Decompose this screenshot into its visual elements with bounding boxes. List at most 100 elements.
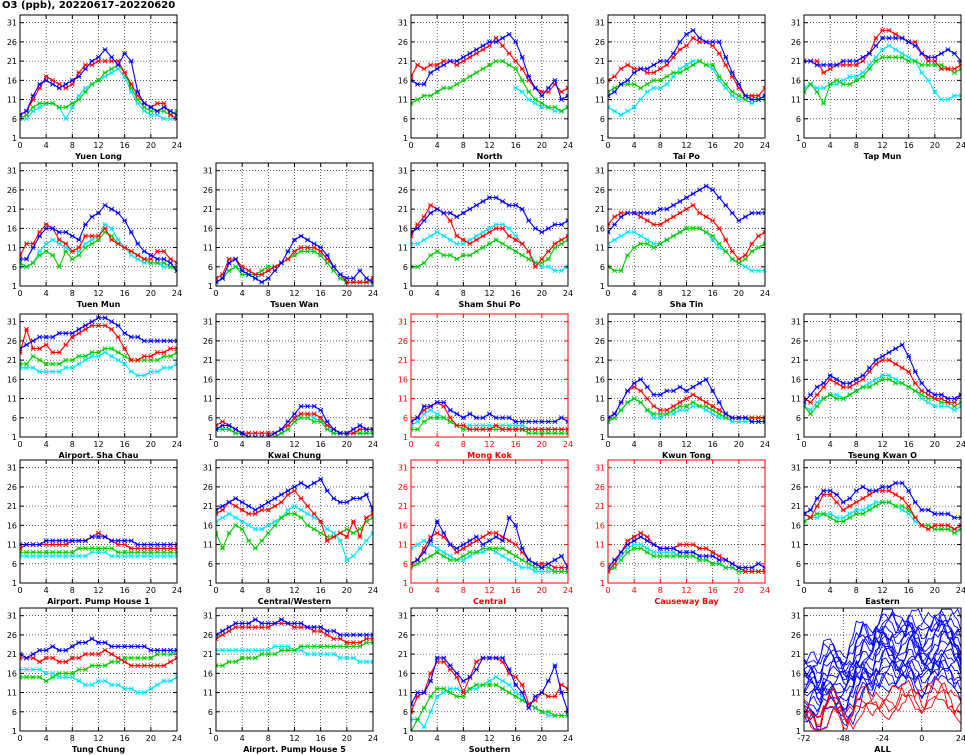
data-point bbox=[697, 380, 703, 386]
data-point bbox=[291, 647, 298, 653]
x-tick-label: 24 bbox=[760, 586, 770, 595]
data-point bbox=[526, 89, 532, 95]
data-point bbox=[664, 237, 670, 243]
data-point bbox=[945, 47, 951, 53]
y-tick-label: 26 bbox=[7, 631, 17, 640]
data-point bbox=[879, 35, 886, 41]
data-point bbox=[89, 349, 95, 355]
data-point bbox=[473, 415, 479, 421]
data-point bbox=[526, 565, 532, 571]
y-tick-label: 21 bbox=[791, 650, 801, 659]
x-tick-label: 20 bbox=[146, 289, 156, 298]
data-point bbox=[951, 93, 957, 99]
data-point bbox=[703, 557, 709, 563]
data-point bbox=[30, 655, 36, 661]
panel-title: Tai Po bbox=[673, 152, 700, 161]
data-point bbox=[95, 54, 102, 60]
data-point bbox=[305, 651, 311, 657]
data-point bbox=[447, 663, 453, 669]
x-tick-label: 16 bbox=[120, 141, 130, 150]
x-tick-label: 24 bbox=[172, 141, 182, 150]
data-point bbox=[723, 248, 729, 254]
y-tick-label: 1 bbox=[403, 579, 408, 588]
data-point bbox=[710, 561, 716, 567]
data-point bbox=[736, 218, 742, 224]
data-point bbox=[24, 674, 30, 680]
x-tick-label: 0 bbox=[213, 440, 218, 449]
data-point bbox=[879, 499, 886, 505]
data-point bbox=[513, 422, 519, 428]
data-point bbox=[906, 488, 912, 494]
data-point bbox=[710, 187, 716, 193]
y-tick-label: 6 bbox=[600, 263, 605, 272]
data-point bbox=[716, 561, 722, 567]
data-point bbox=[526, 73, 532, 80]
data-point bbox=[56, 542, 62, 548]
data-point bbox=[357, 430, 363, 436]
y-tick-label: 11 bbox=[791, 96, 801, 105]
data-point bbox=[50, 674, 56, 680]
y-tick-label: 11 bbox=[7, 244, 17, 253]
data-point bbox=[519, 565, 525, 571]
x-tick-label: 12 bbox=[289, 289, 299, 298]
data-point bbox=[500, 426, 506, 432]
data-point bbox=[919, 380, 925, 386]
data-point bbox=[899, 365, 905, 371]
data-point bbox=[486, 682, 493, 688]
data-point bbox=[220, 632, 226, 638]
data-point bbox=[63, 116, 69, 122]
data-point bbox=[925, 392, 931, 398]
data-point bbox=[912, 388, 918, 394]
data-point bbox=[493, 545, 499, 551]
data-point bbox=[840, 62, 846, 68]
data-point bbox=[298, 643, 304, 649]
data-point bbox=[631, 396, 637, 402]
y-tick-label: 31 bbox=[595, 19, 605, 28]
data-point bbox=[246, 503, 252, 509]
data-point bbox=[500, 538, 506, 544]
panel-title: Sham Shui Po bbox=[458, 300, 521, 309]
data-point bbox=[30, 93, 36, 99]
data-point bbox=[350, 430, 356, 436]
data-point bbox=[415, 716, 421, 722]
y-tick-label: 11 bbox=[398, 244, 408, 253]
data-point bbox=[729, 89, 735, 95]
data-point bbox=[513, 237, 519, 243]
data-point bbox=[259, 624, 265, 630]
data-point bbox=[657, 545, 663, 551]
data-point bbox=[454, 686, 460, 692]
x-tick-label: 0 bbox=[213, 586, 218, 595]
x-tick-label: 0 bbox=[17, 734, 22, 743]
data-point bbox=[298, 647, 304, 653]
x-tick-label: 12 bbox=[289, 586, 299, 595]
data-point bbox=[467, 241, 473, 247]
y-tick-label: 16 bbox=[791, 76, 801, 85]
data-point bbox=[519, 422, 525, 428]
data-point bbox=[808, 399, 814, 405]
data-point bbox=[762, 93, 765, 99]
data-point bbox=[441, 530, 447, 536]
data-point bbox=[473, 70, 479, 76]
data-point bbox=[109, 54, 115, 60]
data-point bbox=[644, 218, 650, 224]
data-point bbox=[565, 426, 568, 432]
data-point bbox=[545, 693, 551, 699]
panel-title: Tung Chung bbox=[72, 745, 125, 754]
data-point bbox=[24, 256, 30, 262]
data-point bbox=[625, 62, 631, 68]
data-point bbox=[95, 210, 102, 216]
data-point bbox=[558, 713, 564, 719]
data-point bbox=[154, 647, 160, 653]
data-point bbox=[473, 682, 479, 688]
data-point bbox=[558, 268, 564, 274]
panel-title: Tap Mun bbox=[864, 152, 902, 161]
data-point bbox=[552, 104, 558, 110]
data-point bbox=[513, 202, 519, 208]
data-point bbox=[324, 651, 330, 657]
series-group bbox=[804, 608, 961, 731]
data-point bbox=[20, 112, 23, 118]
x-tick-label: 0 bbox=[919, 734, 924, 743]
data-point bbox=[723, 557, 729, 563]
data-point bbox=[473, 426, 479, 432]
